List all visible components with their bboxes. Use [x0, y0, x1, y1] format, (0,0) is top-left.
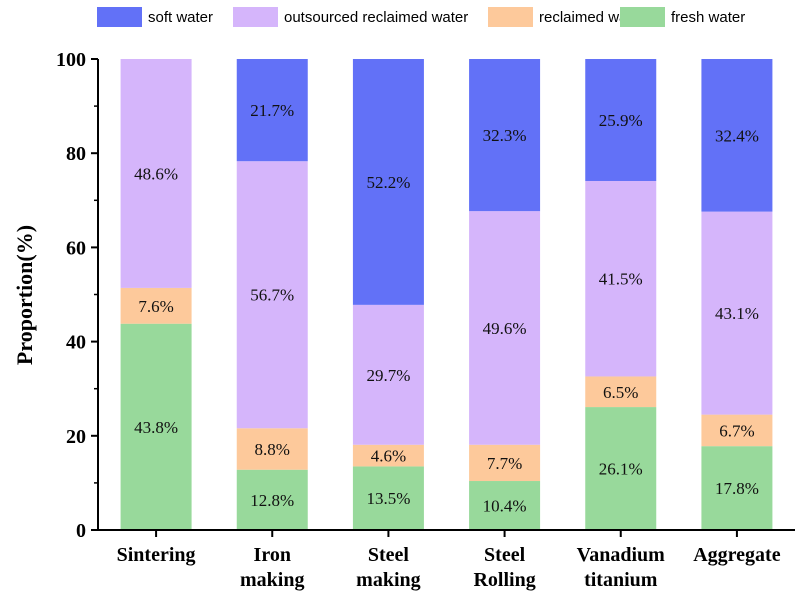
data-label-reclaimed-water-2: 4.6%	[371, 447, 406, 466]
bar-reclaimed-water-0	[120, 287, 192, 324]
axes: 0 20 40 60 80 100 Sintering Iron making Steel maki…	[56, 49, 795, 591]
y-tick-label-20: 20	[66, 426, 86, 448]
x-tick-label-2: Steel making	[356, 544, 420, 591]
data-label-outsourced-reclaimed-water-1: 56.7%	[250, 286, 294, 305]
data-label-soft-water-2: 52.2%	[366, 173, 410, 192]
legend: soft water outsourced reclaimed water recl…	[97, 7, 745, 27]
bar-soft-water-4	[585, 59, 657, 181]
data-label-reclaimed-water-5: 6.7%	[719, 421, 754, 440]
bar-outsourced-reclaimed-water-0	[120, 59, 192, 288]
legend-swatch-reclaimed-water	[488, 7, 533, 27]
data-label-fresh-water-5: 17.8%	[715, 479, 759, 498]
bar-soft-water-2	[352, 59, 424, 305]
data-label-reclaimed-water-3: 7.7%	[487, 454, 522, 473]
bar-fresh-water-5	[701, 446, 773, 530]
bar-reclaimed-water-1	[236, 428, 308, 470]
bar-reclaimed-water-3	[469, 444, 541, 482]
x-tick-label-4: Vanadium titanium	[577, 544, 666, 591]
bar-fresh-water-4	[585, 407, 657, 530]
data-label-fresh-water-2: 13.5%	[366, 489, 410, 508]
bar-outsourced-reclaimed-water-1	[236, 161, 308, 429]
data-label-fresh-water-3: 10.4%	[483, 497, 527, 516]
bar-soft-water-5	[701, 59, 773, 212]
legend-swatch-fresh-water	[620, 7, 665, 27]
legend-label-outsourced-reclaimed-water: outsourced reclaimed water	[284, 9, 468, 26]
data-label-reclaimed-water-4: 6.5%	[603, 383, 638, 402]
x-tick-label-3: Steel Rolling	[473, 544, 535, 591]
x-tick-label-0: Sintering	[117, 544, 196, 566]
bar-soft-water-3	[469, 59, 541, 212]
data-label-outsourced-reclaimed-water-2: 29.7%	[366, 366, 410, 385]
bar-soft-water-1	[236, 59, 308, 162]
data-label-outsourced-reclaimed-water-3: 49.6%	[483, 319, 527, 338]
data-label-reclaimed-water-1: 8.8%	[255, 440, 290, 459]
y-axis-label: Proportion(%)	[12, 225, 37, 365]
x-tick-label-1: Iron making	[240, 544, 304, 591]
legend-swatch-outsourced-reclaimed-water	[233, 7, 278, 27]
data-label-soft-water-3: 32.3%	[483, 126, 527, 145]
bar-outsourced-reclaimed-water-4	[585, 180, 657, 377]
data-label-fresh-water-4: 26.1%	[599, 460, 643, 479]
y-tick-label-60: 60	[66, 237, 86, 259]
legend-swatch-soft-water	[97, 7, 142, 27]
bar-fresh-water-1	[236, 469, 308, 530]
legend-label-soft-water: soft water	[148, 9, 213, 26]
y-tick-label-100: 100	[56, 49, 86, 71]
bar-fresh-water-3	[469, 481, 541, 530]
bar-reclaimed-water-2	[352, 444, 424, 467]
bar-fresh-water-2	[352, 466, 424, 530]
data-label-soft-water-1: 21.7%	[250, 101, 294, 120]
data-label-fresh-water-0: 43.8%	[134, 418, 178, 437]
bar-outsourced-reclaimed-water-2	[352, 304, 424, 445]
bar-fresh-water-0	[120, 323, 192, 530]
legend-label-reclaimed-water: reclaimed water	[539, 9, 645, 26]
x-tick-label-5: Aggregate	[693, 544, 780, 566]
bar-reclaimed-water-4	[585, 376, 657, 408]
data-label-soft-water-5: 32.4%	[715, 126, 759, 145]
bars: 43.8% 7.6% 48.6% 12.8% 8.8% 56.7% 21.7% 13.5% 4.…	[120, 59, 773, 530]
bar-outsourced-reclaimed-water-3	[469, 211, 541, 445]
data-label-soft-water-4: 25.9%	[599, 111, 643, 130]
legend-label-fresh-water: fresh water	[671, 9, 745, 26]
data-label-outsourced-reclaimed-water-4: 41.5%	[599, 270, 643, 289]
y-tick-label-0: 0	[76, 520, 86, 542]
y-tick-label-40: 40	[66, 332, 86, 354]
y-tick-label-80: 80	[66, 143, 86, 165]
bar-reclaimed-water-5	[701, 414, 773, 447]
data-label-fresh-water-1: 12.8%	[250, 491, 294, 510]
bar-outsourced-reclaimed-water-5	[701, 211, 773, 415]
data-label-reclaimed-water-0: 7.6%	[138, 297, 173, 316]
data-label-outsourced-reclaimed-water-5: 43.1%	[715, 304, 759, 323]
data-label-outsourced-reclaimed-water-0: 48.6%	[134, 164, 178, 183]
